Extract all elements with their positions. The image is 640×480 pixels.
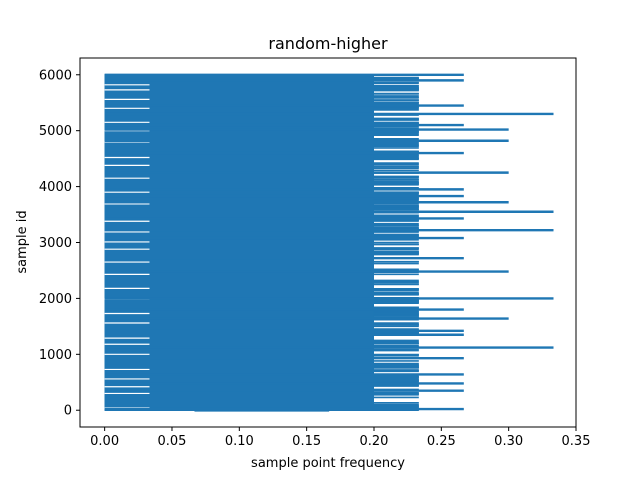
x-tick-label: 0.15 xyxy=(292,434,321,449)
x-tick-label: 0.20 xyxy=(360,434,389,449)
bar-band xyxy=(104,75,374,411)
x-axis-label: sample point frequency xyxy=(251,456,405,471)
x-tick-label: 0.35 xyxy=(562,434,591,449)
x-tick-label: 0.10 xyxy=(225,434,254,449)
x-tick-label: 0.25 xyxy=(427,434,456,449)
axes-layer: 0.00 0.05 0.10 0.15 0.20 0.25 0.30 0.35 0 1000 200… xyxy=(39,57,591,449)
bars-layer xyxy=(104,73,554,412)
chart-title: random-higher xyxy=(268,34,388,53)
y-tick-label: 4000 xyxy=(39,180,72,195)
y-axis-label: sample id xyxy=(15,210,30,273)
x-tick-label: 0.00 xyxy=(90,434,119,449)
x-tick-label: 0.30 xyxy=(494,434,523,449)
y-tick-label: 6000 xyxy=(39,68,72,83)
bar xyxy=(194,410,330,412)
y-tick-label: 0 xyxy=(64,404,72,419)
x-tick-label: 0.05 xyxy=(158,434,187,449)
y-tick-label: 2000 xyxy=(39,292,72,307)
y-tick-label: 1000 xyxy=(39,348,72,363)
y-tick-label: 5000 xyxy=(39,124,72,139)
y-tick-label: 3000 xyxy=(39,236,72,251)
